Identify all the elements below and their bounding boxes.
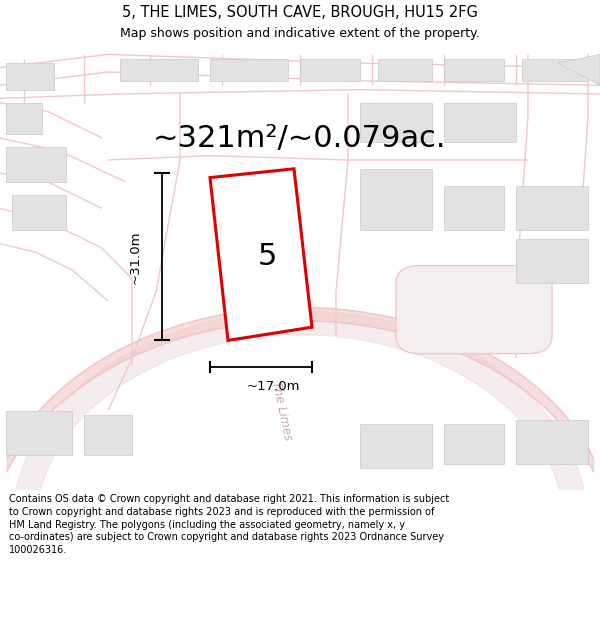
Text: 5: 5: [257, 242, 277, 271]
Bar: [516, 419, 588, 464]
Bar: [210, 59, 288, 81]
Bar: [84, 415, 132, 455]
Text: The Limes: The Limes: [269, 380, 295, 442]
Bar: [300, 59, 360, 81]
Bar: [360, 424, 432, 468]
Bar: [444, 102, 516, 142]
Bar: [120, 59, 198, 81]
Bar: [12, 195, 66, 231]
Bar: [6, 147, 66, 182]
Polygon shape: [210, 169, 312, 341]
Text: Map shows position and indicative extent of the property.: Map shows position and indicative extent…: [120, 28, 480, 41]
Bar: [378, 59, 432, 81]
Text: 5, THE LIMES, SOUTH CAVE, BROUGH, HU15 2FG: 5, THE LIMES, SOUTH CAVE, BROUGH, HU15 2…: [122, 5, 478, 20]
Bar: [522, 59, 588, 81]
Bar: [444, 59, 504, 81]
Text: Contains OS data © Crown copyright and database right 2021. This information is : Contains OS data © Crown copyright and d…: [9, 494, 449, 555]
Bar: [444, 186, 504, 231]
Bar: [6, 411, 72, 455]
Polygon shape: [558, 54, 600, 85]
Text: ~321m²/~0.079ac.: ~321m²/~0.079ac.: [153, 124, 447, 152]
Bar: [360, 169, 432, 231]
Bar: [6, 102, 42, 134]
Bar: [6, 63, 54, 89]
Text: ~31.0m: ~31.0m: [128, 230, 142, 284]
Bar: [516, 186, 588, 231]
FancyBboxPatch shape: [396, 266, 552, 354]
Bar: [444, 424, 504, 464]
Bar: [516, 239, 588, 283]
Text: ~17.0m: ~17.0m: [246, 380, 300, 393]
Bar: [360, 102, 432, 142]
